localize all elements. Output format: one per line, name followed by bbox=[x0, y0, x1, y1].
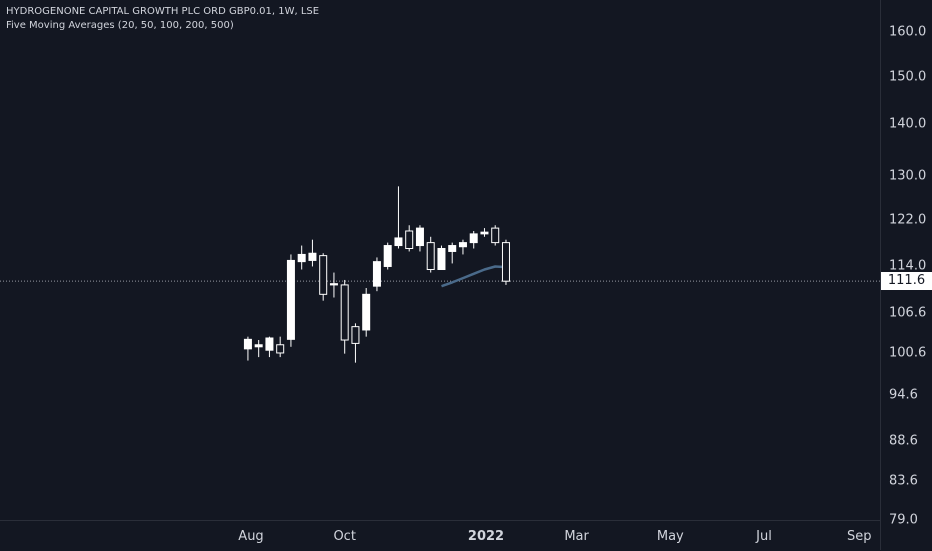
candle-body bbox=[329, 283, 338, 286]
price-tick-label: 114.0 bbox=[889, 258, 927, 274]
candle-body bbox=[243, 338, 252, 350]
candle-body bbox=[491, 227, 500, 244]
candle-body bbox=[448, 245, 457, 252]
candle-body bbox=[340, 284, 349, 341]
candle bbox=[448, 242, 457, 264]
candle bbox=[405, 225, 414, 252]
candle-body bbox=[383, 245, 392, 267]
price-tick-label: 94.6 bbox=[889, 387, 918, 403]
price-tick-label: 122.0 bbox=[889, 212, 927, 228]
time-tick-label: Sep bbox=[846, 529, 872, 544]
symbol-title: HYDROGENONE CAPITAL GROWTH PLC ORD GBP0.… bbox=[6, 6, 320, 17]
candle bbox=[383, 242, 392, 270]
price-tick-label: 130.0 bbox=[889, 168, 927, 184]
chart-area[interactable] bbox=[0, 0, 880, 520]
candle bbox=[372, 257, 381, 292]
candle-body bbox=[480, 231, 489, 235]
time-tick-label: Oct bbox=[333, 529, 356, 544]
candle bbox=[265, 336, 274, 358]
price-tick-label: 100.6 bbox=[889, 345, 927, 361]
candle bbox=[319, 253, 328, 301]
time-axis[interactable]: Aug Oct 2022 Mar May Jul Sep bbox=[0, 520, 880, 551]
candle bbox=[426, 236, 435, 273]
chart-legend: HYDROGENONE CAPITAL GROWTH PLC ORD GBP0.… bbox=[6, 5, 319, 33]
price-tick-label: 106.6 bbox=[889, 305, 927, 321]
candle bbox=[286, 254, 295, 347]
candle-body bbox=[458, 242, 467, 248]
candle bbox=[491, 225, 500, 246]
candle-body bbox=[276, 344, 285, 354]
candle-body bbox=[351, 326, 360, 344]
candle-body bbox=[265, 337, 274, 351]
indicator-label[interactable]: Five Moving Averages (20, 50, 100, 200, … bbox=[6, 20, 234, 31]
candle bbox=[351, 323, 360, 363]
price-tick-label: 83.6 bbox=[889, 473, 918, 489]
moving-average-line bbox=[441, 265, 507, 288]
price-tick-label: 160.0 bbox=[889, 24, 927, 40]
candle bbox=[480, 228, 489, 237]
time-tick-label: Jul bbox=[756, 529, 772, 544]
candle-body bbox=[405, 230, 414, 250]
candle-body bbox=[415, 227, 424, 247]
time-tick-label: May bbox=[656, 529, 684, 544]
candle-body bbox=[394, 237, 403, 247]
candle bbox=[340, 279, 349, 354]
candle-body bbox=[426, 242, 435, 271]
candlestick-chart[interactable] bbox=[0, 0, 880, 520]
last-price-label: 111.6 bbox=[881, 272, 932, 291]
candle bbox=[276, 336, 285, 358]
time-tick-label: 2022 bbox=[467, 529, 505, 544]
candle-body bbox=[469, 233, 478, 244]
candle-body bbox=[437, 248, 446, 271]
price-tick-label: 140.0 bbox=[889, 116, 927, 132]
candle bbox=[362, 288, 371, 337]
candle bbox=[394, 186, 403, 249]
candle bbox=[308, 239, 317, 267]
candle-body bbox=[372, 261, 381, 287]
candle bbox=[501, 239, 510, 285]
candle-body bbox=[319, 255, 328, 295]
candle bbox=[469, 230, 478, 249]
candle bbox=[297, 245, 306, 270]
candle bbox=[437, 245, 446, 271]
candle bbox=[415, 225, 424, 252]
time-tick-label: Aug bbox=[238, 529, 264, 544]
candle bbox=[254, 340, 263, 358]
price-tick-label: 79.0 bbox=[889, 512, 918, 528]
candle bbox=[329, 272, 338, 298]
candle-body bbox=[254, 344, 263, 348]
price-tick-label: 88.6 bbox=[889, 433, 918, 449]
candle bbox=[458, 239, 467, 255]
candle-body bbox=[362, 293, 371, 331]
candle-body bbox=[297, 253, 306, 263]
candle-body bbox=[308, 252, 317, 261]
price-tick-label: 150.0 bbox=[889, 69, 927, 85]
time-tick-label: Mar bbox=[564, 529, 589, 544]
candle-body bbox=[286, 259, 295, 340]
candle-body bbox=[501, 242, 510, 282]
candle bbox=[243, 336, 252, 361]
